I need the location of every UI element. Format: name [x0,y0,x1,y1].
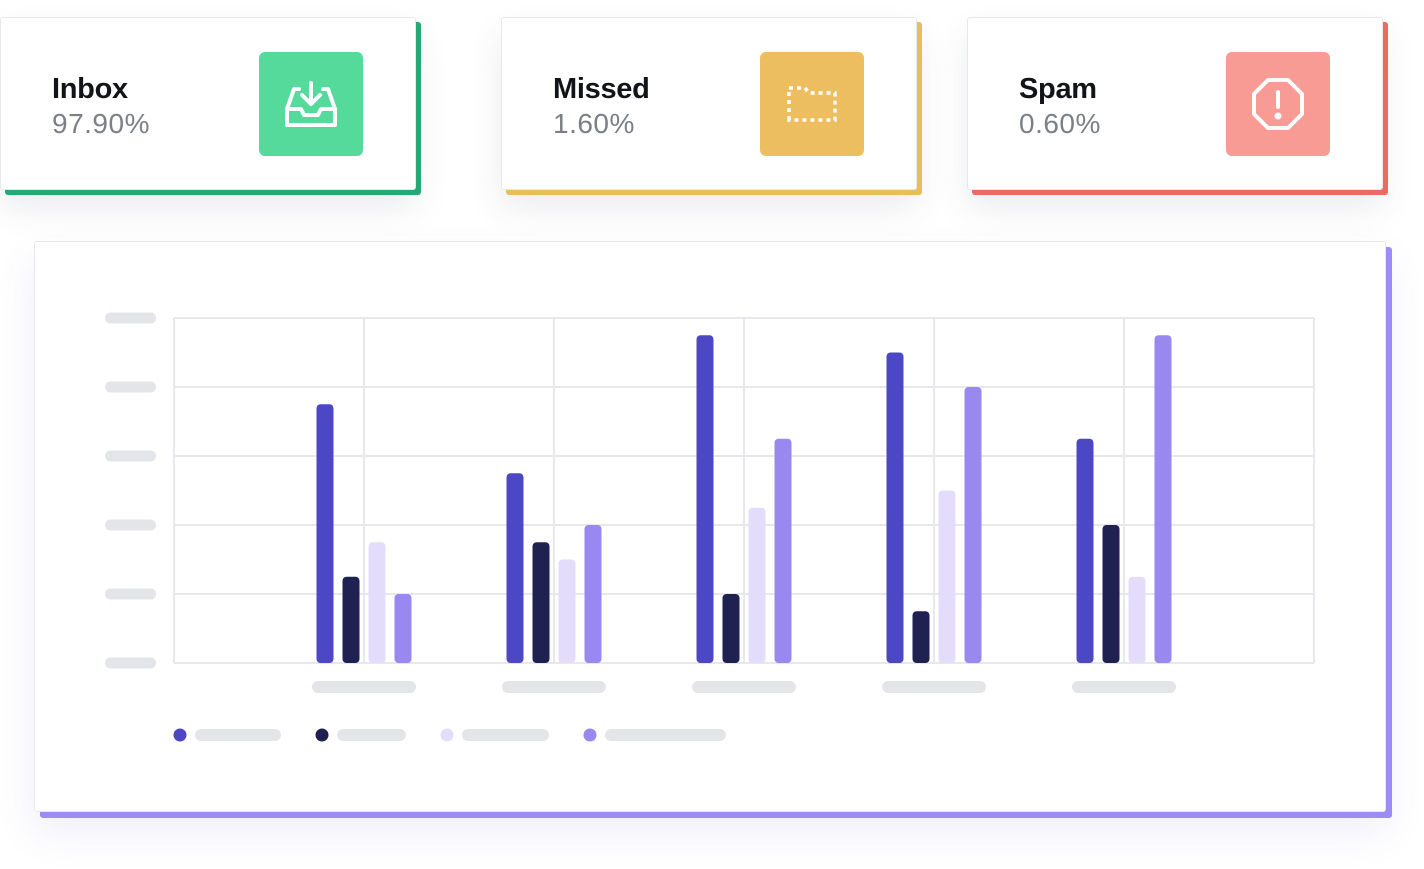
legend-label [337,729,406,741]
inbox-download-icon [259,52,363,156]
missed-card[interactable]: Missed 1.60% [501,17,917,190]
bar [886,352,904,663]
legend-marker [440,728,454,742]
bar [1076,438,1094,663]
chart-panel [34,241,1386,812]
legend-marker [173,728,187,742]
y-tick-label [105,519,156,531]
bar [532,542,550,663]
bar [558,559,576,663]
y-tick-label [105,657,156,669]
y-tick-label [105,450,156,462]
bar [342,576,360,663]
inbox-card[interactable]: Inbox 97.90% [0,17,416,190]
card-value: 1.60% [553,108,635,139]
x-tick-label [882,681,986,693]
x-tick-label [1072,681,1176,693]
bar [1154,335,1172,663]
bar [506,473,524,663]
bar [1128,576,1146,663]
dotted-folder-icon [760,52,864,156]
legend-label [605,729,726,741]
legend-marker [583,728,597,742]
x-tick-label [312,681,416,693]
bar [1102,525,1120,663]
bar [774,438,792,663]
y-tick-label [105,588,156,600]
x-tick-label [692,681,796,693]
bar [722,594,740,663]
card-title: Inbox [52,73,128,105]
bar [696,335,714,663]
legend-label [195,729,281,741]
bar-chart [105,312,1315,742]
bar [912,611,930,663]
bar [748,507,766,663]
bar [368,542,386,663]
bar [964,387,982,663]
y-tick-label [105,312,156,324]
card-value: 97.90% [52,108,150,139]
legend-label [462,729,549,741]
x-tick-label [502,681,606,693]
card-value: 0.60% [1019,108,1101,139]
bar [584,525,602,663]
bar [316,404,334,663]
alert-octagon-icon [1226,52,1330,156]
spam-card[interactable]: Spam 0.60% [967,17,1383,190]
legend-marker [315,728,329,742]
card-title: Missed [553,73,650,105]
y-tick-label [105,381,156,393]
bar [938,490,956,663]
bar [394,594,412,663]
card-title: Spam [1019,73,1097,105]
